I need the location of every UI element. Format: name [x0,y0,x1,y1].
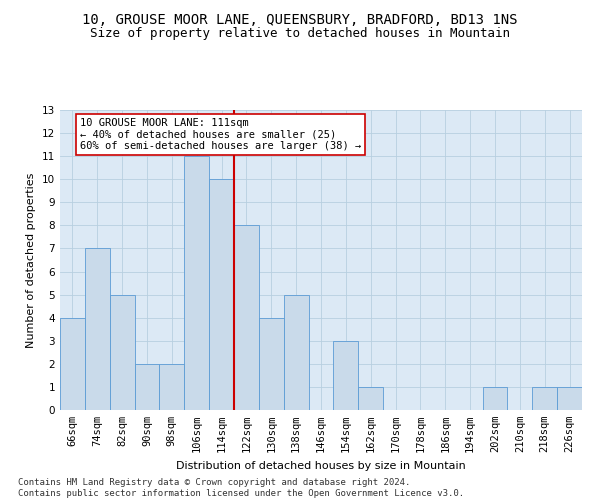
Bar [557,387,582,410]
Bar [209,179,234,410]
Bar [184,156,209,410]
Y-axis label: Number of detached properties: Number of detached properties [26,172,37,348]
Bar [284,294,308,410]
Bar [532,387,557,410]
Bar [358,387,383,410]
Bar [334,341,358,410]
Bar [60,318,85,410]
Bar [110,294,134,410]
Bar [134,364,160,410]
Bar [160,364,184,410]
X-axis label: Distribution of detached houses by size in Mountain: Distribution of detached houses by size … [176,460,466,470]
Text: Size of property relative to detached houses in Mountain: Size of property relative to detached ho… [90,28,510,40]
Text: 10 GROUSE MOOR LANE: 111sqm
← 40% of detached houses are smaller (25)
60% of sem: 10 GROUSE MOOR LANE: 111sqm ← 40% of det… [80,118,361,152]
Bar [482,387,508,410]
Text: 10, GROUSE MOOR LANE, QUEENSBURY, BRADFORD, BD13 1NS: 10, GROUSE MOOR LANE, QUEENSBURY, BRADFO… [82,12,518,26]
Text: Contains HM Land Registry data © Crown copyright and database right 2024.
Contai: Contains HM Land Registry data © Crown c… [18,478,464,498]
Bar [234,226,259,410]
Bar [85,248,110,410]
Bar [259,318,284,410]
